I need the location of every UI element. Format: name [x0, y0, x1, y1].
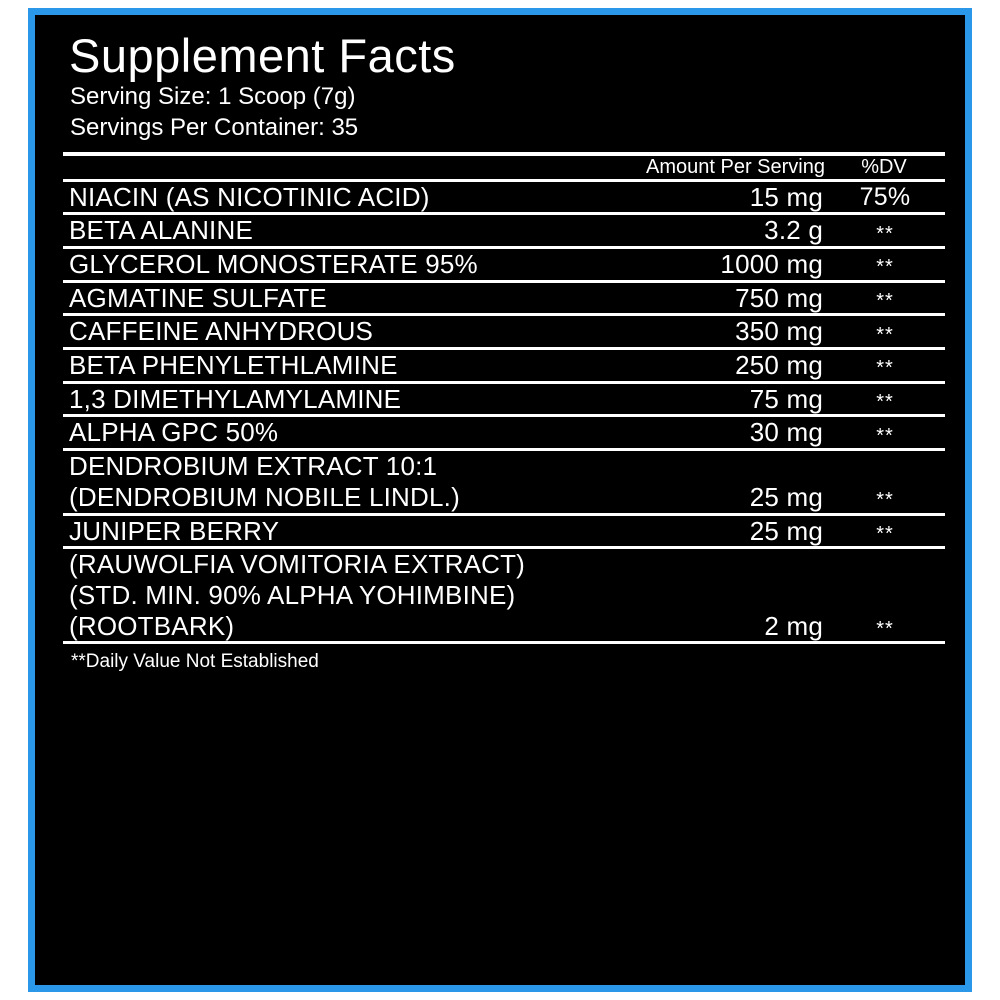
- ingredient-name: BETA ALANINE: [69, 215, 253, 246]
- table-divider: [63, 641, 945, 645]
- ingredient-dv: **: [876, 256, 894, 279]
- table-divider: [63, 178, 945, 182]
- serving-size-text: Serving Size: 1 Scoop (7g): [70, 83, 356, 111]
- ingredient-dv: 75%: [859, 182, 911, 211]
- ingredient-name: (RAUWOLFIA VOMITORIA EXTRACT) (STD. MIN.…: [63, 549, 619, 641]
- ingredient-name: ALPHA GPC 50%: [69, 417, 279, 448]
- ingredient-name-line1: DENDROBIUM EXTRACT 10:1: [69, 451, 438, 482]
- ingredient-name-line3: (ROOTBARK): [69, 610, 235, 641]
- table-row: 1,3 DIMETHYLAMYLAMINE 75 mg **: [63, 384, 945, 415]
- table-header-amount: Amount Per Serving: [646, 155, 825, 178]
- table-row: AGMATINE SULFATE 750 mg **: [63, 283, 945, 314]
- ingredient-dv: **: [876, 390, 894, 413]
- table-row: GLYCEROL MONOSTERATE 95% 1000 mg **: [63, 249, 945, 280]
- ingredient-dv: **: [876, 222, 894, 245]
- table-header-row: Amount Per Serving %DV: [63, 156, 945, 179]
- table-header-blank: [63, 156, 619, 179]
- ingredient-name: BETA PHENYLETHLAMINE: [69, 350, 398, 381]
- ingredient-name: 1,3 DIMETHYLAMYLAMINE: [69, 383, 402, 414]
- table-row: ALPHA GPC 50% 30 mg **: [63, 417, 945, 448]
- ingredient-dv: **: [876, 617, 894, 640]
- table-row: NIACIN (AS NICOTINIC ACID) 15 mg 75%: [63, 182, 945, 213]
- ingredient-name-line2: (STD. MIN. 90% ALPHA YOHIMBINE): [69, 579, 516, 610]
- table-row: DENDROBIUM EXTRACT 10:1 (DENDROBIUM NOBI…: [63, 451, 945, 512]
- ingredient-name: CAFFEINE ANHYDROUS: [69, 316, 374, 347]
- ingredient-dv: **: [876, 424, 894, 447]
- ingredient-amount: 3.2 g: [764, 215, 823, 246]
- ingredient-name-line2: (DENDROBIUM NOBILE LINDL.): [69, 481, 460, 512]
- table-row: BETA PHENYLETHLAMINE 250 mg **: [63, 350, 945, 381]
- table-divider: [63, 279, 945, 283]
- ingredient-amount: 15 mg: [749, 181, 823, 212]
- ingredient-amount: 250 mg: [735, 350, 823, 381]
- ingredient-dv: **: [876, 357, 894, 380]
- ingredient-amount: 75 mg: [749, 383, 823, 414]
- page-title: Supplement Facts: [69, 29, 456, 82]
- table-row: (RAUWOLFIA VOMITORIA EXTRACT) (STD. MIN.…: [63, 549, 945, 641]
- ingredient-amount: 30 mg: [749, 417, 823, 448]
- table-divider: [63, 212, 945, 216]
- ingredient-name: AGMATINE SULFATE: [69, 282, 327, 313]
- table-row: BETA ALANINE 3.2 g **: [63, 215, 945, 246]
- ingredient-name-line1: (RAUWOLFIA VOMITORIA EXTRACT): [69, 549, 526, 580]
- table-divider: [63, 512, 945, 516]
- supplement-facts-table: Amount Per Serving %DV NIACIN (AS NICOTI…: [63, 156, 945, 645]
- ingredient-amount: 2 mg: [764, 610, 823, 641]
- table-header-dv: %DV: [861, 155, 907, 178]
- ingredient-dv: **: [876, 488, 894, 511]
- supplement-facts-panel: Supplement Facts Serving Size: 1 Scoop (…: [28, 8, 972, 992]
- table-row: CAFFEINE ANHYDROUS 350 mg **: [63, 316, 945, 347]
- ingredient-name: DENDROBIUM EXTRACT 10:1 (DENDROBIUM NOBI…: [63, 451, 619, 512]
- table-divider: [63, 246, 945, 250]
- ingredient-name: NIACIN (AS NICOTINIC ACID): [69, 181, 430, 212]
- ingredient-amount: 1000 mg: [720, 249, 823, 280]
- ingredient-name: GLYCEROL MONOSTERATE 95%: [69, 249, 478, 280]
- table-divider: [63, 380, 945, 384]
- table-divider: [63, 546, 945, 550]
- ingredient-dv: **: [876, 522, 894, 545]
- supplement-facts-inner: Supplement Facts Serving Size: 1 Scoop (…: [35, 15, 965, 985]
- table-divider: [63, 313, 945, 317]
- ingredient-amount: 25 mg: [749, 515, 823, 546]
- ingredient-dv: **: [876, 289, 894, 312]
- table-divider: [63, 448, 945, 452]
- ingredient-amount: 25 mg: [749, 481, 823, 512]
- header-divider-top: [63, 151, 945, 156]
- ingredient-amount: 750 mg: [735, 282, 823, 313]
- ingredient-amount: 350 mg: [735, 316, 823, 347]
- ingredient-dv: **: [876, 323, 894, 346]
- table-divider: [63, 414, 945, 418]
- table-divider: [63, 347, 945, 351]
- ingredient-name: JUNIPER BERRY: [69, 515, 280, 546]
- table-row: JUNIPER BERRY 25 mg **: [63, 516, 945, 547]
- servings-per-container-text: Servings Per Container: 35: [70, 114, 359, 142]
- footnote-text: **Daily Value Not Established: [71, 651, 319, 673]
